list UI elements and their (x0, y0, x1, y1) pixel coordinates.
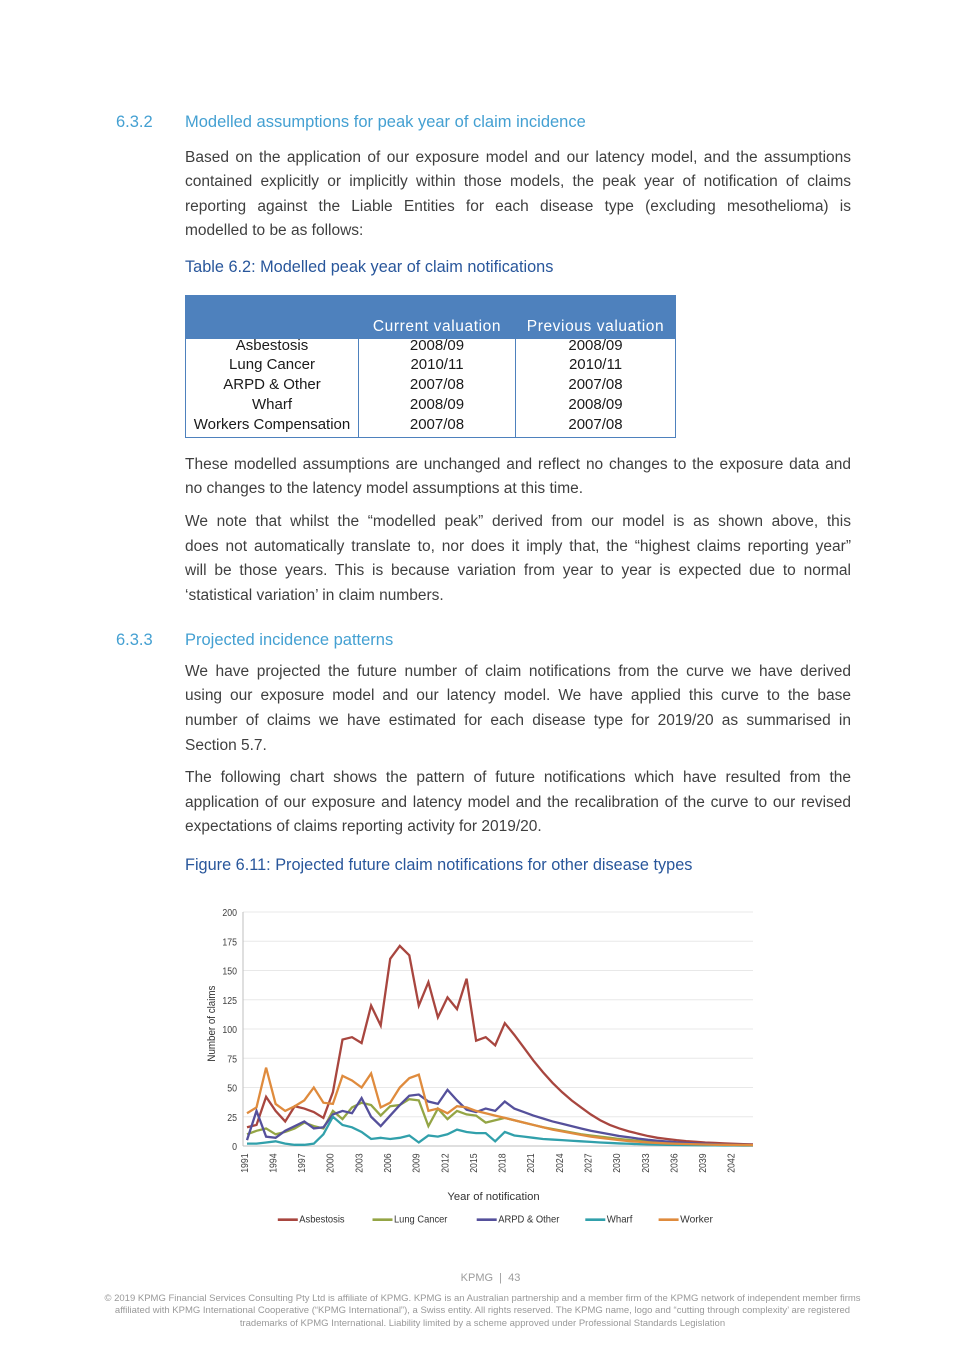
svg-text:2006: 2006 (383, 1153, 394, 1173)
svg-text:2003: 2003 (354, 1153, 365, 1173)
svg-text:2000: 2000 (326, 1153, 337, 1173)
svg-text:75: 75 (227, 1054, 237, 1065)
svg-text:2009: 2009 (412, 1153, 423, 1173)
svg-text:2027: 2027 (584, 1153, 595, 1173)
svg-text:0: 0 (232, 1142, 237, 1153)
svg-text:Number of claims: Number of claims (206, 985, 218, 1062)
svg-text:1991: 1991 (240, 1153, 251, 1173)
svg-text:ARPD & Other: ARPD & Other (498, 1213, 560, 1225)
svg-text:Wharf: Wharf (607, 1213, 633, 1225)
svg-text:200: 200 (222, 908, 237, 919)
svg-text:2036: 2036 (669, 1153, 680, 1173)
svg-text:2030: 2030 (612, 1153, 623, 1173)
svg-text:1994: 1994 (268, 1153, 279, 1173)
svg-text:Asbestosis: Asbestosis (299, 1213, 344, 1225)
svg-text:2021: 2021 (526, 1153, 537, 1173)
svg-text:Year of notification: Year of notification (447, 1191, 539, 1203)
svg-text:2042: 2042 (727, 1153, 738, 1173)
svg-text:1997: 1997 (297, 1153, 308, 1173)
svg-text:2024: 2024 (555, 1153, 566, 1173)
svg-text:25: 25 (227, 1113, 237, 1124)
svg-text:100: 100 (222, 1025, 237, 1036)
svg-text:2018: 2018 (498, 1153, 509, 1173)
svg-text:2015: 2015 (469, 1153, 480, 1173)
svg-text:125: 125 (222, 996, 237, 1007)
svg-text:2039: 2039 (698, 1153, 709, 1173)
svg-text:Worker: Worker (680, 1213, 713, 1225)
svg-text:2012: 2012 (440, 1153, 451, 1173)
svg-text:50: 50 (227, 1084, 237, 1095)
svg-text:150: 150 (222, 967, 237, 978)
svg-text:2033: 2033 (641, 1153, 652, 1173)
svg-text:175: 175 (222, 937, 237, 948)
svg-text:Lung Cancer: Lung Cancer (394, 1213, 448, 1225)
